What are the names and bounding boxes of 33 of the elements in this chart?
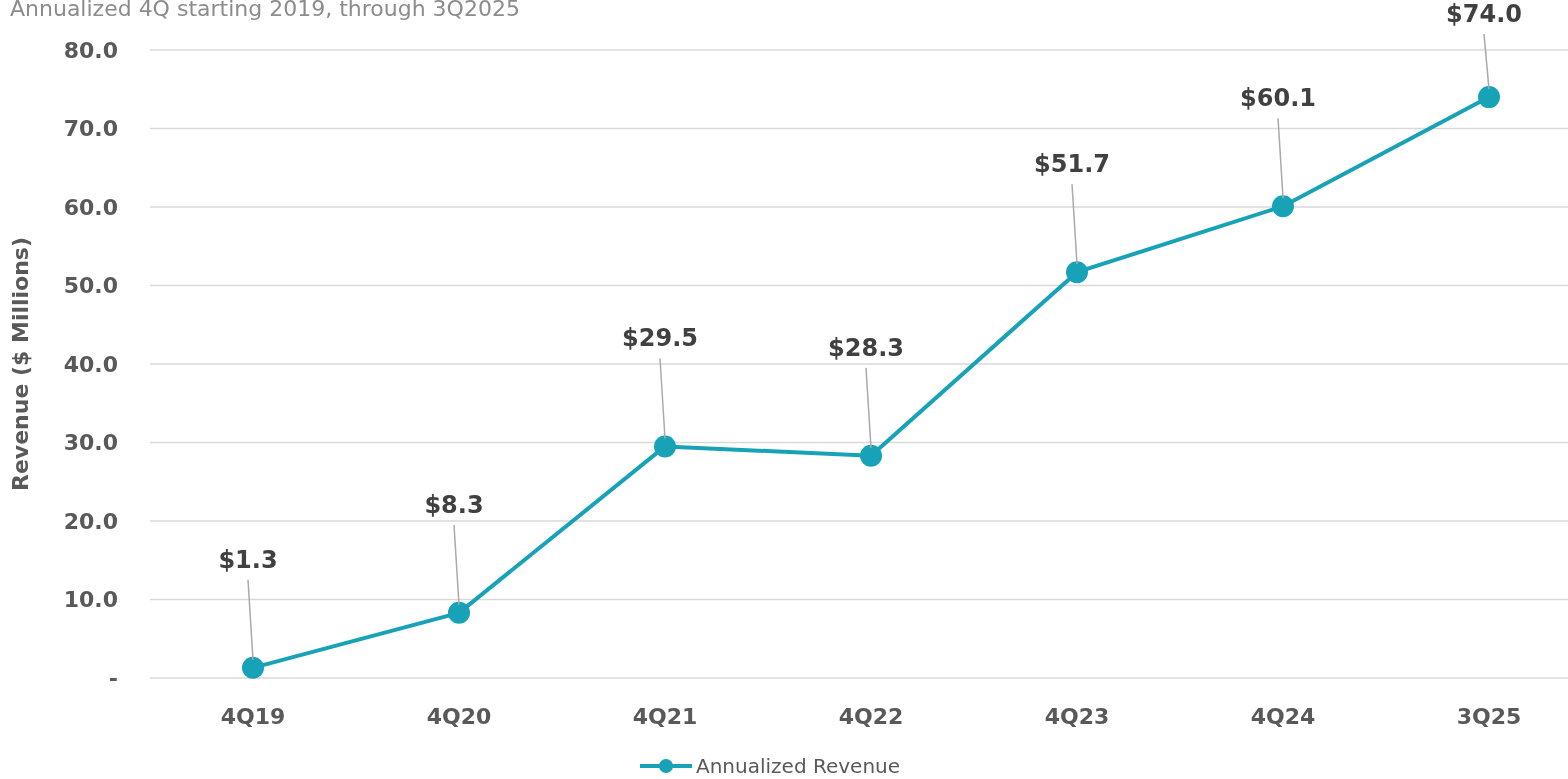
x-tick-label: 4Q21 (632, 704, 698, 729)
y-tick-label: 50.0 (63, 273, 118, 299)
y-tick-label: 30.0 (63, 430, 118, 456)
data-label: $29.5 (622, 324, 698, 353)
y-tick-label: 10.0 (63, 587, 118, 613)
data-label: $8.3 (424, 490, 484, 519)
point (654, 435, 676, 458)
y-tick-label: - (108, 665, 118, 691)
point (1066, 261, 1088, 284)
data-label: $28.3 (828, 333, 904, 362)
x-tick-label: 4Q20 (426, 704, 492, 729)
y-tick-label: 70.0 (63, 116, 118, 142)
x-tick-label: 4Q22 (838, 704, 904, 729)
data-label: $1.3 (218, 545, 278, 574)
point (1478, 86, 1500, 109)
x-tick-label: 4Q19 (220, 704, 286, 729)
y-tick-label: 60.0 (63, 194, 118, 220)
data-label: $60.1 (1240, 84, 1316, 113)
y-tick-label: 40.0 (63, 351, 118, 377)
x-tick-label: 4Q23 (1044, 704, 1110, 729)
point (860, 444, 882, 467)
point (448, 601, 470, 624)
y-tick-label: 20.0 (63, 508, 118, 534)
y-tick-label: 80.0 (63, 37, 118, 63)
x-tick-label: 4Q24 (1250, 704, 1316, 729)
legend-label: Annualized Revenue (696, 754, 901, 778)
x-tick-label: 3Q25 (1456, 704, 1522, 729)
chart-subtitle: Annualized 4Q starting 2019, through 3Q2025 (10, 0, 520, 21)
point (1272, 195, 1294, 218)
y-axis-title: Revenue ($ Millions) (8, 236, 33, 492)
data-label: $74.0 (1446, 0, 1522, 28)
point (242, 656, 264, 679)
data-label: $51.7 (1034, 150, 1110, 179)
